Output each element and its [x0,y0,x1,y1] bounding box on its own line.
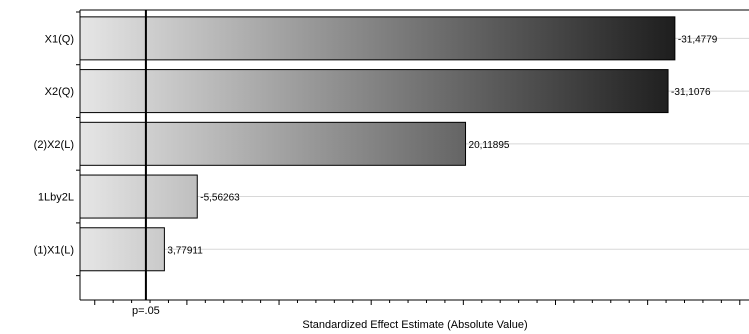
data-label: -31,4779 [678,34,718,45]
data-label: 3,77911 [167,245,203,256]
bar [79,174,198,219]
bar [79,69,669,114]
data-label: 20,11895 [469,140,510,151]
bar [79,227,165,272]
significance-label: p=.05 [132,305,160,317]
category-label: X1(Q) [45,33,74,45]
x-axis-title: Standardized Effect Estimate (Absolute V… [302,319,527,331]
category-label: X2(Q) [45,86,74,98]
axes [76,9,749,305]
category-label: 1Lby2L [38,192,74,204]
data-label: -5,56263 [200,193,240,204]
bar [79,121,467,166]
category-label: (1)X1(L) [34,244,74,256]
category-label: (2)X2(L) [34,139,74,151]
bar [79,16,676,61]
data-label: -31,1076 [671,87,711,98]
labels: X1(Q) -31,4779 X2(Q) -31,1076 (2)X2(L) 20,118… [34,33,718,317]
